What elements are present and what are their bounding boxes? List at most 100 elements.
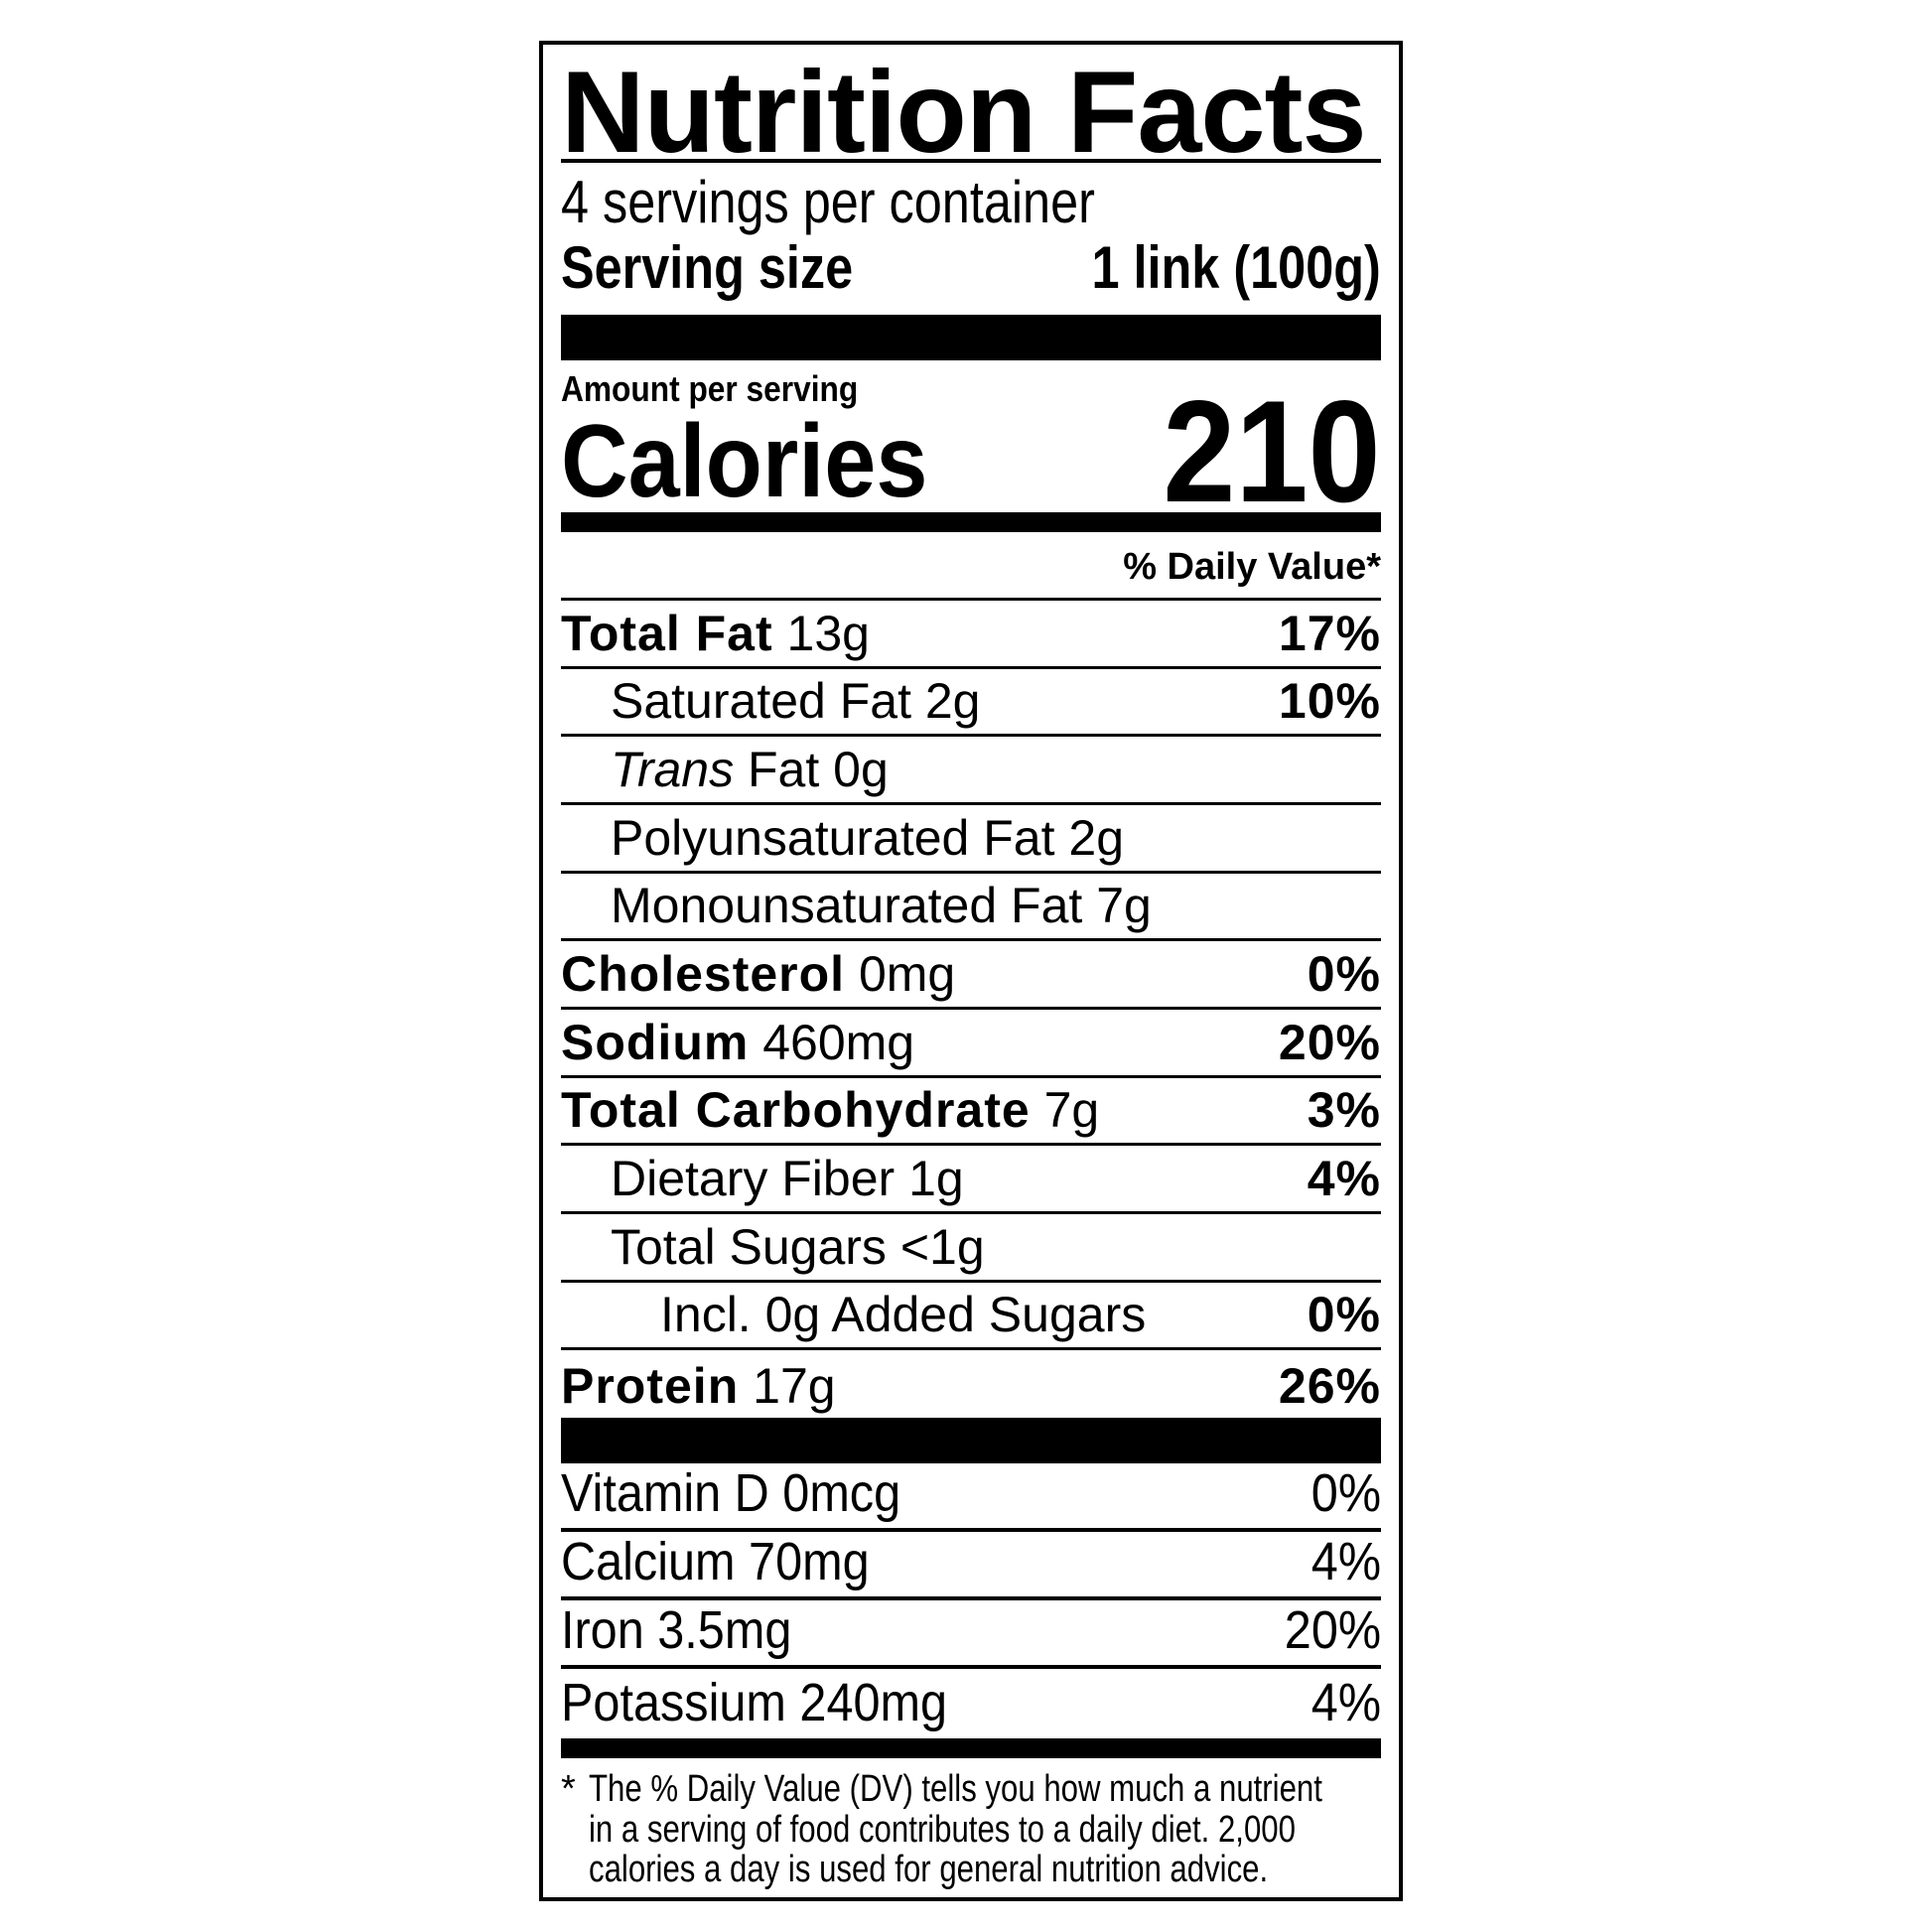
- vitamin-name-amount: Iron 3.5mg: [561, 1601, 791, 1659]
- vitamin-amount: 240mg: [799, 1673, 948, 1732]
- nutrient-row: Total Fat 13g 17%: [561, 601, 1381, 669]
- nutrient-amount: 0g: [833, 741, 889, 797]
- nutrient-amount: 0mg: [858, 946, 956, 1002]
- nutrient-amount: 2g: [924, 673, 981, 730]
- nutrient-name: Monounsaturated Fat: [611, 878, 1083, 934]
- vitamin-daily-value: 4%: [1311, 1532, 1381, 1591]
- nutrient-amount: 7g: [1043, 1082, 1100, 1139]
- nutrient-daily-value: 4%: [1307, 1151, 1381, 1207]
- nutrition-facts-panel: [539, 41, 1403, 1901]
- divider-thick: [561, 1418, 1381, 1463]
- footnote-line: The % Daily Value (DV) tells you how muc…: [589, 1768, 1322, 1810]
- nutrient-daily-value: 20%: [1278, 1014, 1381, 1070]
- nutrient-name-amount: Dietary Fiber 1g: [561, 1151, 964, 1206]
- nutrient-name: Total Sugars: [611, 1218, 887, 1275]
- vitamin-name: Calcium: [561, 1532, 736, 1591]
- nutrient-row: Saturated Fat 2g 10%: [561, 669, 1381, 738]
- nutrient-amount: <1g: [899, 1218, 985, 1275]
- nutrient-daily-value: 0%: [1307, 946, 1381, 1002]
- nutrient-name: Trans: [611, 741, 735, 797]
- nutrient-daily-value: 26%: [1278, 1358, 1381, 1415]
- footnote-line: calories a day is used for general nutri…: [589, 1849, 1269, 1890]
- nutrient-amount: 460mg: [762, 1014, 915, 1070]
- serving-size-value: 1 link (100g): [1091, 234, 1381, 301]
- nutrient-row: Cholesterol 0mg 0%: [561, 941, 1381, 1010]
- nutrient-daily-value: 0%: [1307, 1287, 1381, 1343]
- nutrient-daily-value: 10%: [1278, 673, 1381, 730]
- nutrient-daily-value: 17%: [1278, 605, 1381, 661]
- serving-size-label: Serving size: [561, 234, 854, 301]
- vitamin-row: Calcium 70mg 4%: [561, 1532, 1381, 1600]
- nutrient-amount: 13g: [786, 605, 870, 661]
- nutrient-name-amount: Polyunsaturated Fat 2g: [561, 810, 1124, 866]
- nutrient-name-amount: Incl. 0g Added Sugars: [561, 1287, 1146, 1342]
- vitamin-row: Iron 3.5mg 20%: [561, 1600, 1381, 1669]
- divider-medium: [561, 512, 1381, 532]
- calories-label: Calories: [561, 404, 928, 519]
- nutrient-name: Total Fat: [561, 605, 773, 661]
- nutrient-row: Total Carbohydrate 7g 3%: [561, 1078, 1381, 1147]
- vitamin-name-amount: Vitamin D 0mcg: [561, 1464, 900, 1522]
- nutrient-name-amount: Total Carbohydrate 7g: [561, 1082, 1099, 1138]
- daily-value-header-text: % Daily Value*: [1123, 546, 1381, 588]
- nutrient-name: Protein: [561, 1358, 740, 1415]
- nutrient-row: Polyunsaturated Fat 2g: [561, 805, 1381, 874]
- nutrient-amount: 7g: [1096, 878, 1152, 934]
- amount-per-serving: Amount per serving: [561, 369, 1381, 409]
- nutrient-name: Sodium: [561, 1014, 750, 1070]
- divider-thick: [561, 315, 1381, 360]
- nutrient-name: Total Carbohydrate: [561, 1082, 1031, 1139]
- vitamin-daily-value: 4%: [1311, 1673, 1381, 1732]
- nutrient-name-amount: Sodium 460mg: [561, 1015, 914, 1070]
- nutrient-name-amount: Cholesterol 0mg: [561, 946, 955, 1002]
- serving-size-row: Serving size 1 link (100g): [561, 236, 1381, 300]
- footnote-marker: *: [561, 1768, 576, 1810]
- vitamin-name: Iron: [561, 1600, 644, 1660]
- divider-thin: [561, 598, 1381, 601]
- vitamin-amount: 70mg: [749, 1532, 870, 1591]
- vitamin-row: Vitamin D 0mcg 0%: [561, 1463, 1381, 1532]
- nutrient-daily-value: 3%: [1307, 1082, 1381, 1139]
- servings-text: 4 servings per container: [561, 169, 1095, 235]
- nutrient-row: Sodium 460mg 20%: [561, 1010, 1381, 1078]
- nutrient-row: Monounsaturated Fat 7g: [561, 874, 1381, 942]
- footnote-line: in a serving of food contributes to a da…: [589, 1808, 1296, 1851]
- nutrient-row: Incl. 0g Added Sugars 0%: [561, 1283, 1381, 1351]
- vitamin-daily-value: 0%: [1311, 1463, 1381, 1523]
- nutrient-row: Protein 17g 26%: [561, 1350, 1381, 1419]
- daily-value-header: % Daily Value*: [561, 544, 1381, 590]
- divider-medium: [561, 1738, 1381, 1758]
- nutrient-name-amount: Protein 17g: [561, 1358, 836, 1414]
- amount-per-serving-text: Amount per serving: [561, 368, 859, 409]
- nutrient-name: Polyunsaturated Fat: [611, 809, 1055, 866]
- nutrient-amount: 1g: [908, 1151, 964, 1207]
- calories-value: 210: [1163, 370, 1381, 532]
- nutrient-amount: 2g: [1068, 809, 1125, 866]
- nutrient-name-amount: Total Fat 13g: [561, 606, 870, 661]
- calories-row: Calories 210: [561, 379, 1381, 524]
- nutrient-name: Cholesterol: [561, 946, 846, 1002]
- panel-title: Nutrition Facts: [561, 54, 1381, 170]
- nutrient-name: Dietary Fiber: [611, 1151, 896, 1207]
- nutrient-row: Trans Fat 0g: [561, 737, 1381, 805]
- nutrient-name: Incl. 0g Added Sugars: [660, 1287, 1147, 1343]
- nutrient-name-amount: Total Sugars <1g: [561, 1219, 985, 1275]
- nutrient-name-amount: Saturated Fat 2g: [561, 673, 981, 729]
- footnote-text: The % Daily Value (DV) tells you how muc…: [589, 1769, 1483, 1890]
- vitamin-daily-value: 20%: [1284, 1600, 1381, 1660]
- nutrient-name-amount: Monounsaturated Fat 7g: [561, 878, 1152, 933]
- nutrient-name: Saturated Fat: [611, 673, 911, 730]
- nutrient-name-suffix: Fat: [748, 741, 820, 797]
- vitamin-row: Potassium 240mg 4%: [561, 1669, 1381, 1737]
- vitamin-amount: 0mcg: [782, 1463, 901, 1523]
- vitamin-name: Vitamin D: [561, 1463, 769, 1523]
- servings-per-container: 4 servings per container: [561, 171, 1381, 234]
- nutrient-row: Dietary Fiber 1g 4%: [561, 1146, 1381, 1215]
- nutrient-amount: 17g: [753, 1358, 836, 1415]
- nutrient-row: Total Sugars <1g: [561, 1214, 1381, 1283]
- vitamin-amount: 3.5mg: [657, 1600, 792, 1660]
- vitamin-name-amount: Potassium 240mg: [561, 1674, 947, 1731]
- vitamin-name-amount: Calcium 70mg: [561, 1533, 870, 1590]
- nutrient-name-amount: Trans Fat 0g: [561, 742, 889, 797]
- title-text: Nutrition Facts: [561, 47, 1367, 177]
